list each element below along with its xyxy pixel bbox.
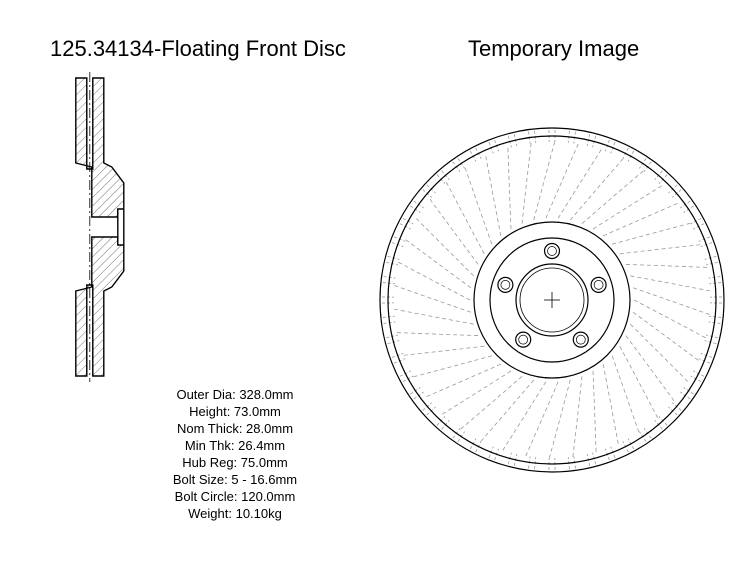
spec-nom-thick: Nom Thick: 28.0mm	[145, 420, 325, 437]
spec-bolt-size: Bolt Size: 5 - 16.6mm	[145, 471, 325, 488]
temporary-label: Temporary Image	[468, 36, 639, 62]
spec-hub-reg: Hub Reg: 75.0mm	[145, 454, 325, 471]
disc-face-drawing	[372, 68, 732, 532]
disc-profile-drawing	[48, 72, 158, 382]
spec-weight: Weight: 10.10kg	[145, 505, 325, 522]
spec-outer-dia: Outer Dia: 328.0mm	[145, 386, 325, 403]
spec-min-thk: Min Thk: 26.4mm	[145, 437, 325, 454]
part-title: 125.34134-Floating Front Disc	[50, 36, 346, 62]
spec-height: Height: 73.0mm	[145, 403, 325, 420]
spec-bolt-circle: Bolt Circle: 120.0mm	[145, 488, 325, 505]
spec-block: Outer Dia: 328.0mm Height: 73.0mm Nom Th…	[145, 386, 325, 522]
